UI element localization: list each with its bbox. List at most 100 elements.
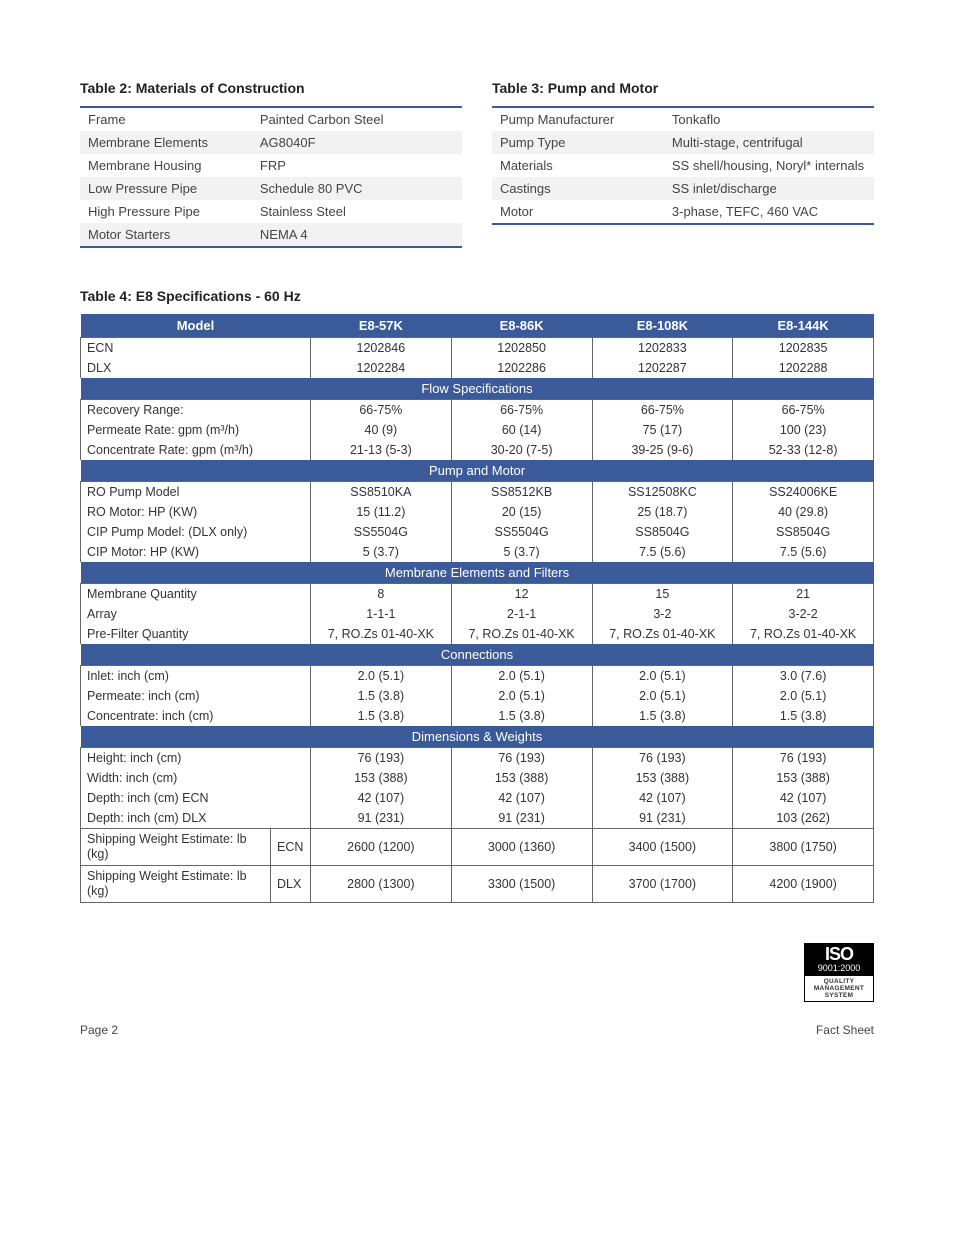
table-cell: 91 (231) [592, 808, 733, 829]
table-cell: 52-33 (12-8) [733, 440, 874, 460]
table-cell: Pump Manufacturer [492, 107, 664, 131]
table-cell: 21-13 (5-3) [311, 440, 452, 460]
table-cell: 2800 (1300) [311, 866, 452, 903]
table-row: Pump ManufacturerTonkaflo [492, 107, 874, 131]
page-footer: Page 2 Fact Sheet [80, 1023, 874, 1037]
table-cell: 42 (107) [592, 788, 733, 808]
table-row: Inlet: inch (cm)2.0 (5.1)2.0 (5.1)2.0 (5… [81, 666, 874, 687]
row-label: RO Pump Model [81, 482, 311, 503]
table-row: Low Pressure PipeSchedule 80 PVC [80, 177, 462, 200]
table-cell: 42 (107) [733, 788, 874, 808]
table-cell: 3300 (1500) [451, 866, 592, 903]
table-cell: 5 (3.7) [311, 542, 452, 562]
table-row: CastingsSS inlet/discharge [492, 177, 874, 200]
table-header-row: ModelE8-57KE8-86KE8-108KE8-144K [81, 314, 874, 338]
table-cell: 1.5 (3.8) [592, 706, 733, 726]
table-row: Pump TypeMulti-stage, centrifugal [492, 131, 874, 154]
model-col-header: E8-108K [592, 314, 733, 338]
table-row: MaterialsSS shell/housing, Noryl* intern… [492, 154, 874, 177]
table-cell: 3.0 (7.6) [733, 666, 874, 687]
table-row: Concentrate Rate: gpm (m³/h)21-13 (5-3)3… [81, 440, 874, 460]
table-row: Width: inch (cm)153 (388)153 (388)153 (3… [81, 768, 874, 788]
section-header-row: Connections [81, 644, 874, 666]
table-cell: 15 (11.2) [311, 502, 452, 522]
table-cell: Tonkaflo [664, 107, 874, 131]
table-cell: 1-1-1 [311, 604, 452, 624]
table-cell: 5 (3.7) [451, 542, 592, 562]
table-cell: Pump Type [492, 131, 664, 154]
table-row: Shipping Weight Estimate: lb (kg)DLX2800… [81, 866, 874, 903]
row-label: Permeate Rate: gpm (m³/h) [81, 420, 311, 440]
table-cell: 3400 (1500) [592, 829, 733, 866]
table-row: FramePainted Carbon Steel [80, 107, 462, 131]
table-row: Depth: inch (cm) ECN42 (107)42 (107)42 (… [81, 788, 874, 808]
table-cell: 15 [592, 584, 733, 605]
section-header: Connections [81, 644, 874, 666]
table-cell: SS8504G [592, 522, 733, 542]
table-cell: 66-75% [733, 400, 874, 421]
table-cell: 7, RO.Zs 01-40-XK [451, 624, 592, 644]
table-cell: Painted Carbon Steel [252, 107, 462, 131]
table-cell: 2.0 (5.1) [592, 666, 733, 687]
table-cell: 1.5 (3.8) [311, 686, 452, 706]
row-label: Recovery Range: [81, 400, 311, 421]
row-sublabel: ECN [271, 829, 311, 866]
table-row: Membrane HousingFRP [80, 154, 462, 177]
model-col-header: E8-144K [733, 314, 874, 338]
table-cell: 3800 (1750) [733, 829, 874, 866]
table-cell: 3-2 [592, 604, 733, 624]
table-cell: Motor [492, 200, 664, 224]
table-cell: 20 (15) [451, 502, 592, 522]
model-col-header: E8-57K [311, 314, 452, 338]
table-cell: 2.0 (5.1) [451, 686, 592, 706]
table-row: Shipping Weight Estimate: lb (kg)ECN2600… [81, 829, 874, 866]
table-cell: 4200 (1900) [733, 866, 874, 903]
iso-l3: SYSTEM [825, 992, 854, 999]
model-col-header: E8-86K [451, 314, 592, 338]
table-row: Recovery Range:66-75%66-75%66-75%66-75% [81, 400, 874, 421]
table-cell: Membrane Housing [80, 154, 252, 177]
iso-l1: QUALITY [824, 978, 855, 985]
table-cell: 42 (107) [311, 788, 452, 808]
table-cell: Castings [492, 177, 664, 200]
table-cell: AG8040F [252, 131, 462, 154]
table-cell: Membrane Elements [80, 131, 252, 154]
table-cell: 1202286 [451, 358, 592, 378]
row-label: Height: inch (cm) [81, 748, 311, 769]
table-cell: 91 (231) [311, 808, 452, 829]
table-row: ECN1202846120285012028331202835 [81, 338, 874, 359]
table-cell: 2.0 (5.1) [733, 686, 874, 706]
table-row: DLX1202284120228612022871202288 [81, 358, 874, 378]
table3: Pump ManufacturerTonkafloPump TypeMulti-… [492, 106, 874, 225]
table-cell: 39-25 (9-6) [592, 440, 733, 460]
row-label: DLX [81, 358, 311, 378]
section-header-row: Membrane Elements and Filters [81, 562, 874, 584]
table-cell: SS8504G [733, 522, 874, 542]
iso-logo-text: ISO [804, 943, 874, 963]
table-cell: 1202846 [311, 338, 452, 359]
table-cell: 30-20 (7-5) [451, 440, 592, 460]
footer-right: Fact Sheet [816, 1023, 874, 1037]
iso-number: 9001:2000 [804, 963, 874, 975]
table2-caption: Table 2: Materials of Construction [80, 80, 462, 96]
section-header: Pump and Motor [81, 460, 874, 482]
table-row: Membrane Quantity8121521 [81, 584, 874, 605]
table-row: Permeate Rate: gpm (m³/h)40 (9)60 (14)75… [81, 420, 874, 440]
table-cell: 75 (17) [592, 420, 733, 440]
table-cell: 3000 (1360) [451, 829, 592, 866]
table-cell: 40 (9) [311, 420, 452, 440]
table-row: RO Motor: HP (KW)15 (11.2)20 (15)25 (18.… [81, 502, 874, 522]
table-cell: 3-2-2 [733, 604, 874, 624]
table-row: Motor3-phase, TEFC, 460 VAC [492, 200, 874, 224]
table-cell: 2600 (1200) [311, 829, 452, 866]
table-cell: 153 (388) [311, 768, 452, 788]
table-cell: 1202833 [592, 338, 733, 359]
table-cell: 21 [733, 584, 874, 605]
table-cell: 8 [311, 584, 452, 605]
table-cell: 1.5 (3.8) [733, 706, 874, 726]
table-row: CIP Motor: HP (KW)5 (3.7)5 (3.7)7.5 (5.6… [81, 542, 874, 562]
table-cell: 1.5 (3.8) [451, 706, 592, 726]
table-row: Array1-1-12-1-13-23-2-2 [81, 604, 874, 624]
table-cell: 76 (193) [592, 748, 733, 769]
table-cell: 3-phase, TEFC, 460 VAC [664, 200, 874, 224]
